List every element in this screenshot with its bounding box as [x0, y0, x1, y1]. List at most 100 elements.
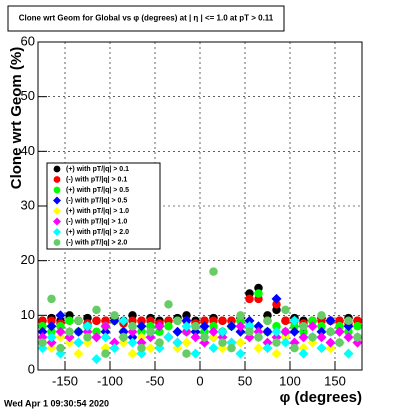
point	[235, 348, 246, 359]
point	[46, 332, 57, 343]
point	[253, 321, 264, 332]
point	[254, 332, 263, 342]
legend-label: (-) with pT/|q| > 0.1	[66, 176, 127, 183]
legend-label: (+) with pT/|q| > 2.0	[66, 229, 129, 236]
point	[128, 322, 137, 331]
point	[262, 337, 273, 348]
legend-marker	[53, 176, 61, 183]
point	[137, 316, 146, 326]
point	[55, 332, 66, 343]
point	[298, 348, 309, 359]
point	[46, 337, 57, 348]
legend-label: (-) with pT/|q| > 0.5	[66, 197, 127, 204]
point	[290, 322, 299, 331]
point	[181, 315, 192, 326]
point	[325, 337, 336, 348]
point	[109, 343, 120, 354]
point	[127, 348, 138, 359]
point	[254, 289, 263, 298]
point	[47, 316, 56, 326]
point	[91, 332, 102, 343]
point	[181, 321, 192, 332]
y-tick-label: 50	[21, 88, 35, 103]
point	[56, 343, 65, 353]
point	[208, 332, 219, 343]
legend-label: (+) with pT/|q| > 0.5	[66, 187, 129, 194]
point	[64, 337, 75, 348]
point	[181, 326, 192, 337]
point	[136, 321, 147, 332]
plot-frame	[37, 41, 363, 371]
point	[262, 343, 273, 354]
point	[308, 316, 317, 326]
point	[101, 349, 110, 358]
point	[127, 337, 138, 348]
point	[56, 322, 65, 331]
x-tick-label: 150	[324, 373, 346, 388]
point	[172, 337, 183, 348]
x-tick-label: -150	[52, 373, 78, 388]
point	[190, 332, 201, 343]
point	[118, 315, 129, 326]
point	[281, 305, 290, 315]
title-box	[7, 5, 285, 32]
point	[154, 321, 165, 332]
legend-label: (-) with pT/|q| > 2.0	[66, 239, 127, 246]
legend-label: (+) with pT/|q| > 0.1	[66, 166, 129, 173]
point	[299, 322, 308, 331]
point	[317, 311, 326, 320]
point	[46, 321, 57, 332]
point	[92, 316, 101, 326]
point	[100, 332, 111, 343]
point	[73, 348, 84, 359]
point	[200, 332, 209, 342]
x-tick-label: 100	[279, 373, 301, 388]
point	[100, 326, 111, 337]
x-axis-label: φ (degrees)	[280, 389, 362, 406]
point	[263, 316, 272, 326]
point	[280, 326, 291, 337]
point	[281, 316, 290, 326]
point	[227, 343, 236, 353]
plot-area	[38, 267, 362, 365]
point	[199, 321, 210, 332]
point	[316, 326, 327, 337]
point	[236, 311, 245, 320]
point	[245, 294, 254, 304]
point	[65, 316, 74, 326]
point	[325, 315, 336, 326]
legend-box	[46, 162, 161, 250]
point	[298, 343, 309, 354]
point	[181, 337, 192, 348]
point	[127, 332, 138, 343]
point	[92, 327, 101, 336]
point	[316, 343, 327, 354]
point	[109, 337, 120, 348]
point	[73, 337, 84, 348]
footer: Wed Apr 1 09:30:54 2020	[4, 398, 109, 408]
point	[82, 321, 93, 332]
point	[155, 327, 164, 336]
point	[46, 343, 57, 354]
legend-marker	[53, 207, 61, 215]
point	[235, 326, 246, 337]
legend-marker	[53, 196, 61, 205]
point	[335, 338, 344, 347]
point	[280, 332, 291, 343]
point	[289, 326, 300, 337]
point	[136, 332, 147, 343]
point	[92, 305, 101, 315]
point	[208, 343, 219, 354]
x-tick-label: 0	[196, 373, 203, 388]
point	[119, 332, 128, 342]
point	[91, 354, 102, 365]
point	[55, 326, 66, 337]
point	[47, 294, 56, 304]
point	[83, 332, 92, 342]
point	[298, 332, 309, 343]
point	[55, 310, 66, 321]
point	[245, 327, 254, 336]
point	[235, 337, 246, 348]
point	[209, 322, 218, 331]
point	[253, 343, 264, 354]
